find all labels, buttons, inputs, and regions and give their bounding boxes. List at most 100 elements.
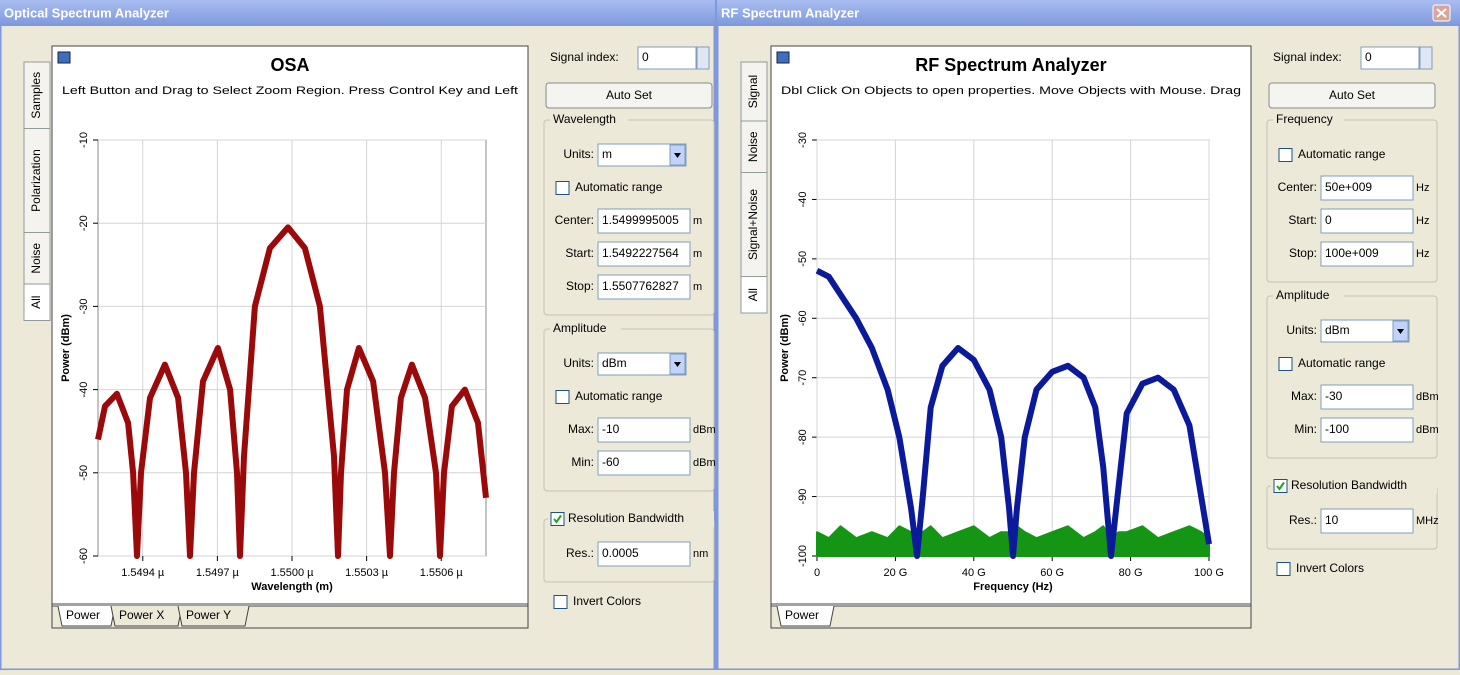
side-tab-label: Samples <box>29 72 43 119</box>
checkbox-label: Automatic range <box>1298 147 1386 161</box>
field-unit: m <box>693 281 702 293</box>
side-tab-label: All <box>29 296 43 309</box>
field-value: 1.5507762827 <box>602 279 679 293</box>
x-tick-label: 1.5503 µ <box>345 567 389 579</box>
signal-index-field[interactable] <box>637 46 697 70</box>
chart-subtitle: Dbl Click On Objects to open properties.… <box>781 85 1241 97</box>
text-field[interactable] <box>597 241 691 267</box>
checkbox-label: Automatic range <box>575 389 663 403</box>
field-unit: Hz <box>1416 182 1429 194</box>
group-title: Wavelength <box>553 112 616 126</box>
x-tick-label: 20 G <box>883 567 907 579</box>
field-value: 10 <box>1325 513 1339 527</box>
text-field[interactable] <box>1320 417 1414 443</box>
x-tick-label: 1.5497 µ <box>196 567 240 579</box>
y-tick-label: -60 <box>78 548 90 564</box>
signal-index-value: 0 <box>1365 50 1372 64</box>
group-title-bg <box>1271 478 1437 494</box>
field-unit: m <box>693 215 702 227</box>
group-title: Resolution Bandwidth <box>568 511 684 525</box>
select-box[interactable] <box>1320 319 1410 343</box>
bottom-tab-label: Power X <box>119 608 164 622</box>
title-bar <box>717 0 1460 26</box>
tab-strip-frame <box>51 603 529 629</box>
text-field[interactable] <box>597 208 691 234</box>
signal-index-value: 0 <box>642 50 649 64</box>
x-axis-label: Frequency (Hz) <box>973 581 1053 593</box>
y-tick-label: -30 <box>797 132 809 148</box>
side-tab[interactable] <box>23 232 51 285</box>
x-tick-label: 0 <box>814 567 820 579</box>
chart-title: OSA <box>270 55 309 75</box>
bottom-tab[interactable] <box>177 605 250 627</box>
title-bar <box>0 0 715 26</box>
checkbox[interactable] <box>1278 148 1293 162</box>
field-unit: dBm <box>693 424 716 436</box>
group-title: Amplitude <box>553 321 607 335</box>
checkbox[interactable] <box>553 595 568 609</box>
signal-index-field[interactable] <box>1360 46 1420 70</box>
checkbox[interactable] <box>1278 357 1293 371</box>
select-value: dBm <box>1325 323 1350 337</box>
text-field[interactable] <box>1320 241 1414 267</box>
checkbox[interactable] <box>1276 562 1291 576</box>
text-field[interactable] <box>597 541 691 567</box>
group-box <box>543 119 715 316</box>
side-tab[interactable] <box>740 276 768 314</box>
field-label: Res.: <box>1289 513 1317 527</box>
text-field[interactable] <box>597 417 691 443</box>
signal-index-label: Signal index: <box>550 50 619 64</box>
auto-set-button[interactable] <box>1268 82 1436 109</box>
field-label: Max: <box>1291 389 1317 403</box>
text-field[interactable] <box>597 450 691 476</box>
chart-icon <box>776 51 790 64</box>
bottom-tab-label: Power Y <box>186 608 231 622</box>
x-tick-label: 100 G <box>1194 567 1224 579</box>
checkbox[interactable] <box>555 390 570 404</box>
group-title: Resolution Bandwidth <box>1291 478 1407 492</box>
y-axis-label: Power (dBm) <box>60 314 72 382</box>
side-tab[interactable] <box>740 172 768 277</box>
side-tab[interactable] <box>23 283 51 321</box>
field-label: Stop: <box>1289 246 1317 260</box>
side-tab-label: Polarization <box>29 149 43 212</box>
field-label: Units: <box>563 147 594 161</box>
text-field[interactable] <box>1320 508 1414 534</box>
select-box[interactable] <box>597 352 687 376</box>
field-unit: dBm <box>693 457 716 469</box>
y-tick-label: -40 <box>78 382 90 398</box>
text-field[interactable] <box>1320 175 1414 201</box>
select-box[interactable] <box>597 143 687 167</box>
line-series <box>95 224 489 559</box>
window-title: RF Spectrum Analyzer <box>721 5 859 20</box>
field-label: Min: <box>1294 422 1317 436</box>
x-axis-label: Wavelength (m) <box>251 581 333 593</box>
field-unit: dBm <box>1416 391 1439 403</box>
spin-button[interactable] <box>1419 46 1433 70</box>
x-tick-label: 1.5506 µ <box>420 567 464 579</box>
field-value: 1.5499995005 <box>602 213 679 227</box>
y-tick-label: -70 <box>797 370 809 386</box>
field-value: -30 <box>1325 389 1343 403</box>
field-unit: nm <box>693 548 708 560</box>
y-axis-label: Power (dBm) <box>779 314 791 382</box>
field-label: Start: <box>1288 213 1317 227</box>
field-value: -60 <box>602 455 620 469</box>
text-field[interactable] <box>597 274 691 300</box>
text-field[interactable] <box>1320 384 1414 410</box>
side-tab-label: All <box>746 288 760 301</box>
spin-button[interactable] <box>696 46 710 70</box>
auto-set-button[interactable] <box>545 82 713 109</box>
field-label: Min: <box>571 455 594 469</box>
y-tick-label: -50 <box>797 251 809 267</box>
y-tick-label: -30 <box>78 298 90 314</box>
bottom-tab[interactable] <box>776 605 835 627</box>
text-field[interactable] <box>1320 208 1414 234</box>
field-label: Res.: <box>566 546 594 560</box>
bottom-tab-label: Power <box>785 608 819 622</box>
checkbox[interactable] <box>555 181 570 195</box>
chart-icon <box>57 51 71 64</box>
group-box <box>1266 295 1438 459</box>
side-tab-label: Signal <box>746 75 760 108</box>
